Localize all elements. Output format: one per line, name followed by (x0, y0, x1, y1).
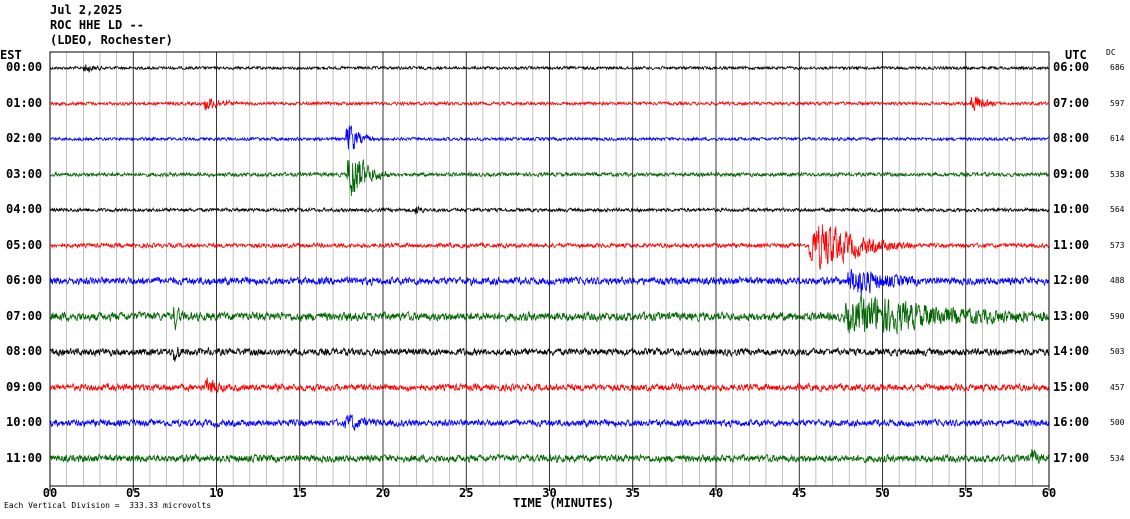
est-hour-label: 09:00 (6, 379, 43, 394)
dc-offset-value: 503 (1110, 347, 1125, 356)
est-hour-label: 10:00 (6, 415, 43, 429)
x-tick-label: 05 (126, 486, 140, 500)
utc-hour-label: 09:00 (1053, 166, 1090, 181)
seismic-trace-0400 (49, 205, 1050, 215)
dc-offset-value: 590 (1110, 311, 1125, 321)
date-label: Jul 2,2025 (50, 3, 123, 17)
right-timezone-label: UTC (1065, 48, 1087, 62)
est-hour-label: 08:00 (6, 344, 43, 358)
dc-offset-value: 534 (1110, 453, 1125, 463)
utc-hour-label: 17:00 (1053, 450, 1090, 465)
utc-hour-label: 07:00 (1053, 95, 1090, 110)
dc-header-label: DC (1106, 48, 1116, 57)
x-tick-label: 30 (542, 486, 556, 500)
dc-offset-value: 614 (1110, 134, 1125, 143)
utc-hour-label: 12:00 (1053, 273, 1090, 287)
dc-offset-value: 457 (1110, 382, 1125, 392)
est-hour-label: 11:00 (6, 450, 43, 465)
x-tick-label: 35 (626, 486, 640, 500)
utc-hour-label: 15:00 (1053, 379, 1090, 394)
est-hour-label: 01:00 (6, 95, 43, 110)
utc-hour-label: 14:00 (1053, 344, 1090, 358)
seismic-trace-0800 (49, 346, 1050, 363)
dc-offset-value: 573 (1110, 240, 1125, 250)
est-hour-label: 07:00 (6, 308, 43, 323)
dc-offset-value: 564 (1110, 205, 1125, 214)
seismic-trace-0500 (49, 224, 1050, 270)
x-tick-label: 40 (709, 486, 723, 500)
utc-hour-label: 08:00 (1053, 131, 1090, 145)
seismic-trace-0900 (49, 377, 1050, 394)
x-tick-label: 00 (43, 486, 57, 500)
x-tick-label: 20 (376, 486, 390, 500)
station-label: ROC HHE LD -- (50, 18, 144, 32)
dc-offset-value: 488 (1110, 276, 1125, 285)
x-tick-label: 60 (1042, 486, 1056, 500)
dc-offset-value: 538 (1110, 169, 1125, 179)
x-tick-label: 45 (792, 486, 806, 500)
seismic-trace-0000 (49, 64, 1050, 73)
seismic-trace-0600 (49, 269, 1050, 296)
seismic-trace-0200 (49, 125, 1050, 150)
est-hour-label: 03:00 (6, 166, 43, 181)
utc-hour-label: 06:00 (1053, 60, 1090, 74)
utc-hour-label: 16:00 (1053, 415, 1090, 429)
network-label: (LDEO, Rochester) (50, 33, 173, 47)
est-hour-label: 00:00 (6, 60, 43, 74)
est-hour-label: 05:00 (6, 237, 43, 252)
x-tick-label: 25 (459, 486, 473, 500)
x-tick-label: 15 (293, 486, 307, 500)
seismic-trace-0300 (49, 159, 1050, 197)
seismic-trace-1100 (49, 448, 1050, 464)
dc-offset-value: 500 (1110, 418, 1125, 427)
utc-hour-label: 11:00 (1053, 237, 1090, 252)
x-axis-title: TIME (MINUTES) (513, 496, 615, 510)
x-tick-label: 10 (209, 486, 223, 500)
utc-hour-label: 13:00 (1053, 308, 1090, 323)
dc-offset-value: 686 (1110, 63, 1125, 72)
seismic-trace-0700 (49, 294, 1050, 335)
x-tick-label: 50 (875, 486, 889, 500)
est-hour-label: 04:00 (6, 202, 43, 216)
est-hour-label: 02:00 (6, 131, 43, 145)
footer-scale-note: Each Vertical Division = 333.33 microvol… (4, 501, 212, 510)
seismic-trace-0100 (50, 95, 1050, 112)
utc-hour-label: 10:00 (1053, 202, 1090, 216)
seismic-trace-1000 (49, 414, 1050, 431)
x-tick-label: 55 (959, 486, 973, 500)
left-timezone-label: EST (0, 48, 22, 62)
est-hour-label: 06:00 (6, 273, 43, 287)
dc-offset-value: 597 (1110, 98, 1125, 108)
